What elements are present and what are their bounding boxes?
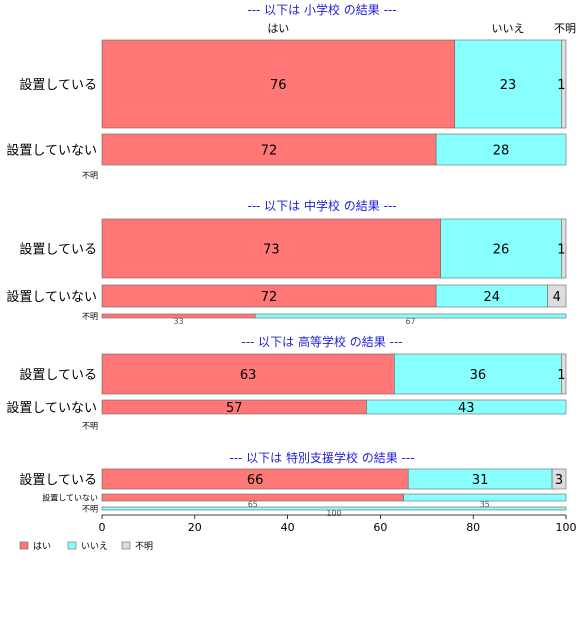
bar-segment — [394, 353, 562, 395]
data-label: 26 — [493, 243, 510, 258]
data-label: 100 — [326, 509, 341, 518]
row-label: 不明 — [82, 422, 98, 431]
data-label: 24 — [483, 290, 500, 305]
bar-segment — [366, 399, 567, 415]
bar-segment — [101, 353, 395, 395]
data-label: 3 — [555, 473, 563, 488]
panel-title: --- 以下は 高等学校 の結果 --- — [241, 334, 402, 349]
row-label: 設置している — [19, 367, 97, 383]
x-tick-label: 60 — [373, 521, 387, 534]
x-tick-label: 100 — [556, 521, 577, 534]
column-header: はい — [267, 22, 289, 35]
data-label: 72 — [261, 144, 278, 159]
row-label: 設置している — [19, 472, 97, 488]
data-label: 1 — [557, 368, 565, 383]
x-tick-label: 40 — [281, 521, 295, 534]
data-label: 23 — [500, 78, 517, 93]
data-label: 66 — [247, 473, 264, 488]
column-header: いいえ — [492, 22, 525, 35]
data-label: 65 — [248, 500, 258, 509]
data-label: 72 — [261, 290, 278, 305]
data-label: 43 — [458, 401, 475, 416]
x-tick-label: 20 — [188, 521, 202, 534]
legend-label: はい — [33, 541, 51, 552]
data-label: 76 — [270, 78, 287, 93]
bar-segment — [561, 353, 567, 395]
data-label: 1 — [557, 78, 565, 93]
bar-segment — [454, 39, 562, 129]
legend-swatch — [19, 541, 29, 550]
x-tick-label: 80 — [466, 521, 480, 534]
legend-swatch — [67, 541, 77, 550]
row-label: 設置していない — [6, 143, 97, 159]
bar-segment — [435, 133, 567, 166]
data-label: 63 — [240, 368, 257, 383]
row-label: 不明 — [82, 312, 98, 321]
row-label: 不明 — [82, 171, 98, 180]
row-label: 設置していない — [42, 493, 98, 503]
panel-title: --- 以下は 特別支援学校 の結果 --- — [229, 450, 414, 465]
data-label: 4 — [553, 290, 561, 305]
legend-label: いいえ — [81, 541, 108, 552]
data-label: 31 — [472, 473, 489, 488]
data-label: 57 — [226, 401, 243, 416]
bar-segment — [101, 39, 455, 129]
data-label: 73 — [263, 243, 280, 258]
data-label: 1 — [557, 243, 565, 258]
panel-title: --- 以下は 中学校 の結果 --- — [247, 198, 396, 213]
bar-segment — [561, 218, 567, 279]
row-label: 設置している — [19, 77, 97, 93]
bar-segment — [561, 39, 567, 129]
bar-segment — [547, 284, 567, 308]
row-label: 設置していない — [6, 400, 97, 416]
x-tick-label: 0 — [99, 521, 106, 534]
data-label: 33 — [173, 317, 183, 326]
legend-swatch — [121, 541, 131, 550]
row-label: 不明 — [82, 505, 98, 514]
bar-segment — [101, 218, 442, 279]
bar-segment — [440, 218, 562, 279]
bar-segment — [254, 313, 567, 319]
row-label: 設置していない — [6, 289, 97, 305]
data-label: 28 — [493, 144, 510, 159]
legend-label: 不明 — [135, 541, 153, 552]
bar-segment — [101, 506, 567, 511]
column-header: 不明 — [554, 22, 576, 35]
data-label: 36 — [470, 368, 487, 383]
data-label: 35 — [480, 500, 490, 509]
bar-segment — [403, 493, 567, 502]
data-label: 67 — [405, 317, 415, 326]
row-label: 設置している — [19, 242, 97, 258]
bar-segment — [551, 468, 567, 490]
panel-title: --- 以下は 小学校 の結果 --- — [247, 2, 396, 17]
